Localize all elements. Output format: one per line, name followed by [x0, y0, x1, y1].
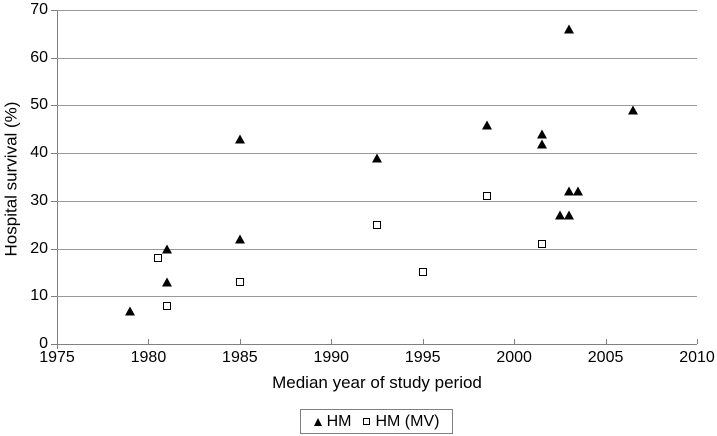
x-axis-tick-2010 — [697, 339, 698, 344]
x-axis-line — [57, 344, 697, 345]
y-tick-label-60: 60 — [30, 48, 48, 66]
data-point-hm-mv — [537, 239, 546, 248]
x-axis-tick-1975 — [57, 339, 58, 344]
data-point-hm — [564, 186, 574, 196]
data-point-hm-mv — [373, 220, 381, 229]
y-axis-title: Hospital survival (%) — [1, 101, 21, 257]
data-point-hm — [234, 134, 245, 144]
data-point-hm — [536, 139, 547, 149]
data-point-hm — [573, 186, 584, 196]
data-point-hm — [372, 153, 382, 163]
legend-item-hm: HM — [313, 412, 352, 431]
x-tick-label-1990: 1990 — [313, 349, 350, 366]
data-point-hm-mv — [162, 301, 171, 310]
filled-triangle-icon — [313, 417, 322, 426]
y-tick-label-50: 50 — [30, 96, 48, 114]
y-tick-label-20: 20 — [30, 239, 48, 257]
data-point-hm — [481, 120, 492, 129]
gridline-y-30 — [57, 200, 697, 202]
y-tick-label-40: 40 — [30, 144, 48, 162]
y-tick-label-0: 0 — [39, 335, 48, 352]
gridline-y-10 — [57, 296, 697, 298]
data-point-hm — [125, 306, 136, 316]
y-tick-label-10: 10 — [30, 287, 48, 305]
data-point-hm-mv — [418, 268, 427, 277]
data-point-hm — [161, 244, 172, 254]
data-point-hm — [564, 24, 574, 34]
y-axis-tick-20 — [51, 248, 57, 250]
y-axis-tick-60 — [51, 57, 57, 59]
x-axis-tick-2005 — [605, 339, 607, 344]
open-square-icon — [363, 418, 371, 425]
legend: HM HM (MV) — [300, 409, 453, 434]
x-axis-tick-2000 — [514, 339, 516, 344]
y-axis-line — [57, 10, 58, 349]
x-tick-label-2010: 2010 — [679, 349, 715, 366]
x-axis-tick-1980 — [148, 339, 150, 344]
x-axis-tick-labels: 1975 1980 1985 1990 1995 2000 2005 2010 — [39, 349, 715, 368]
legend-item-hm-mv: HM (MV) — [363, 413, 439, 431]
x-tick-label-2000: 2000 — [496, 349, 532, 366]
data-point-hm-mv — [153, 254, 162, 263]
y-tick-label-30: 30 — [30, 191, 48, 209]
y-tick-label-70: 70 — [30, 1, 48, 18]
x-axis-tick-1990 — [331, 339, 333, 344]
x-axis-title: Median year of study period — [272, 373, 482, 392]
y-axis-tick-50 — [51, 105, 57, 107]
x-tick-label-2005: 2005 — [587, 349, 624, 366]
data-point-hm — [161, 277, 172, 287]
legend-label-hm-mv: HM (MV) — [375, 412, 440, 430]
plot-area — [51, 10, 698, 349]
y-axis-tick-70 — [51, 10, 57, 11]
data-point-hm — [564, 210, 574, 220]
x-axis-tick-1985 — [239, 339, 241, 344]
data-point-hm — [234, 234, 245, 244]
data-point-hm — [554, 210, 565, 220]
data-point-hm — [628, 105, 638, 115]
data-point-hm — [536, 129, 547, 139]
x-tick-label-1995: 1995 — [404, 349, 441, 366]
y-axis-tick-40 — [51, 153, 57, 155]
gridline-y-70 — [57, 10, 697, 11]
legend-label-hm: HM — [326, 412, 352, 430]
data-point-hm-mv — [235, 277, 244, 286]
gridline-y-50 — [57, 105, 697, 107]
x-tick-label-1980: 1980 — [130, 349, 167, 366]
data-point-hm-mv — [482, 192, 491, 201]
gridline-y-20 — [57, 248, 697, 250]
x-tick-label-1985: 1985 — [222, 349, 258, 366]
y-axis-tick-0 — [51, 344, 57, 345]
x-tick-label-1975: 1975 — [39, 349, 75, 366]
y-axis-tick-30 — [51, 200, 57, 202]
gridline-y-60 — [57, 57, 697, 59]
y-axis-tick-10 — [51, 296, 57, 298]
x-axis-tick-1995 — [422, 339, 424, 344]
y-axis-tick-labels: 0 10 20 30 40 50 60 70 — [0, 2, 51, 352]
